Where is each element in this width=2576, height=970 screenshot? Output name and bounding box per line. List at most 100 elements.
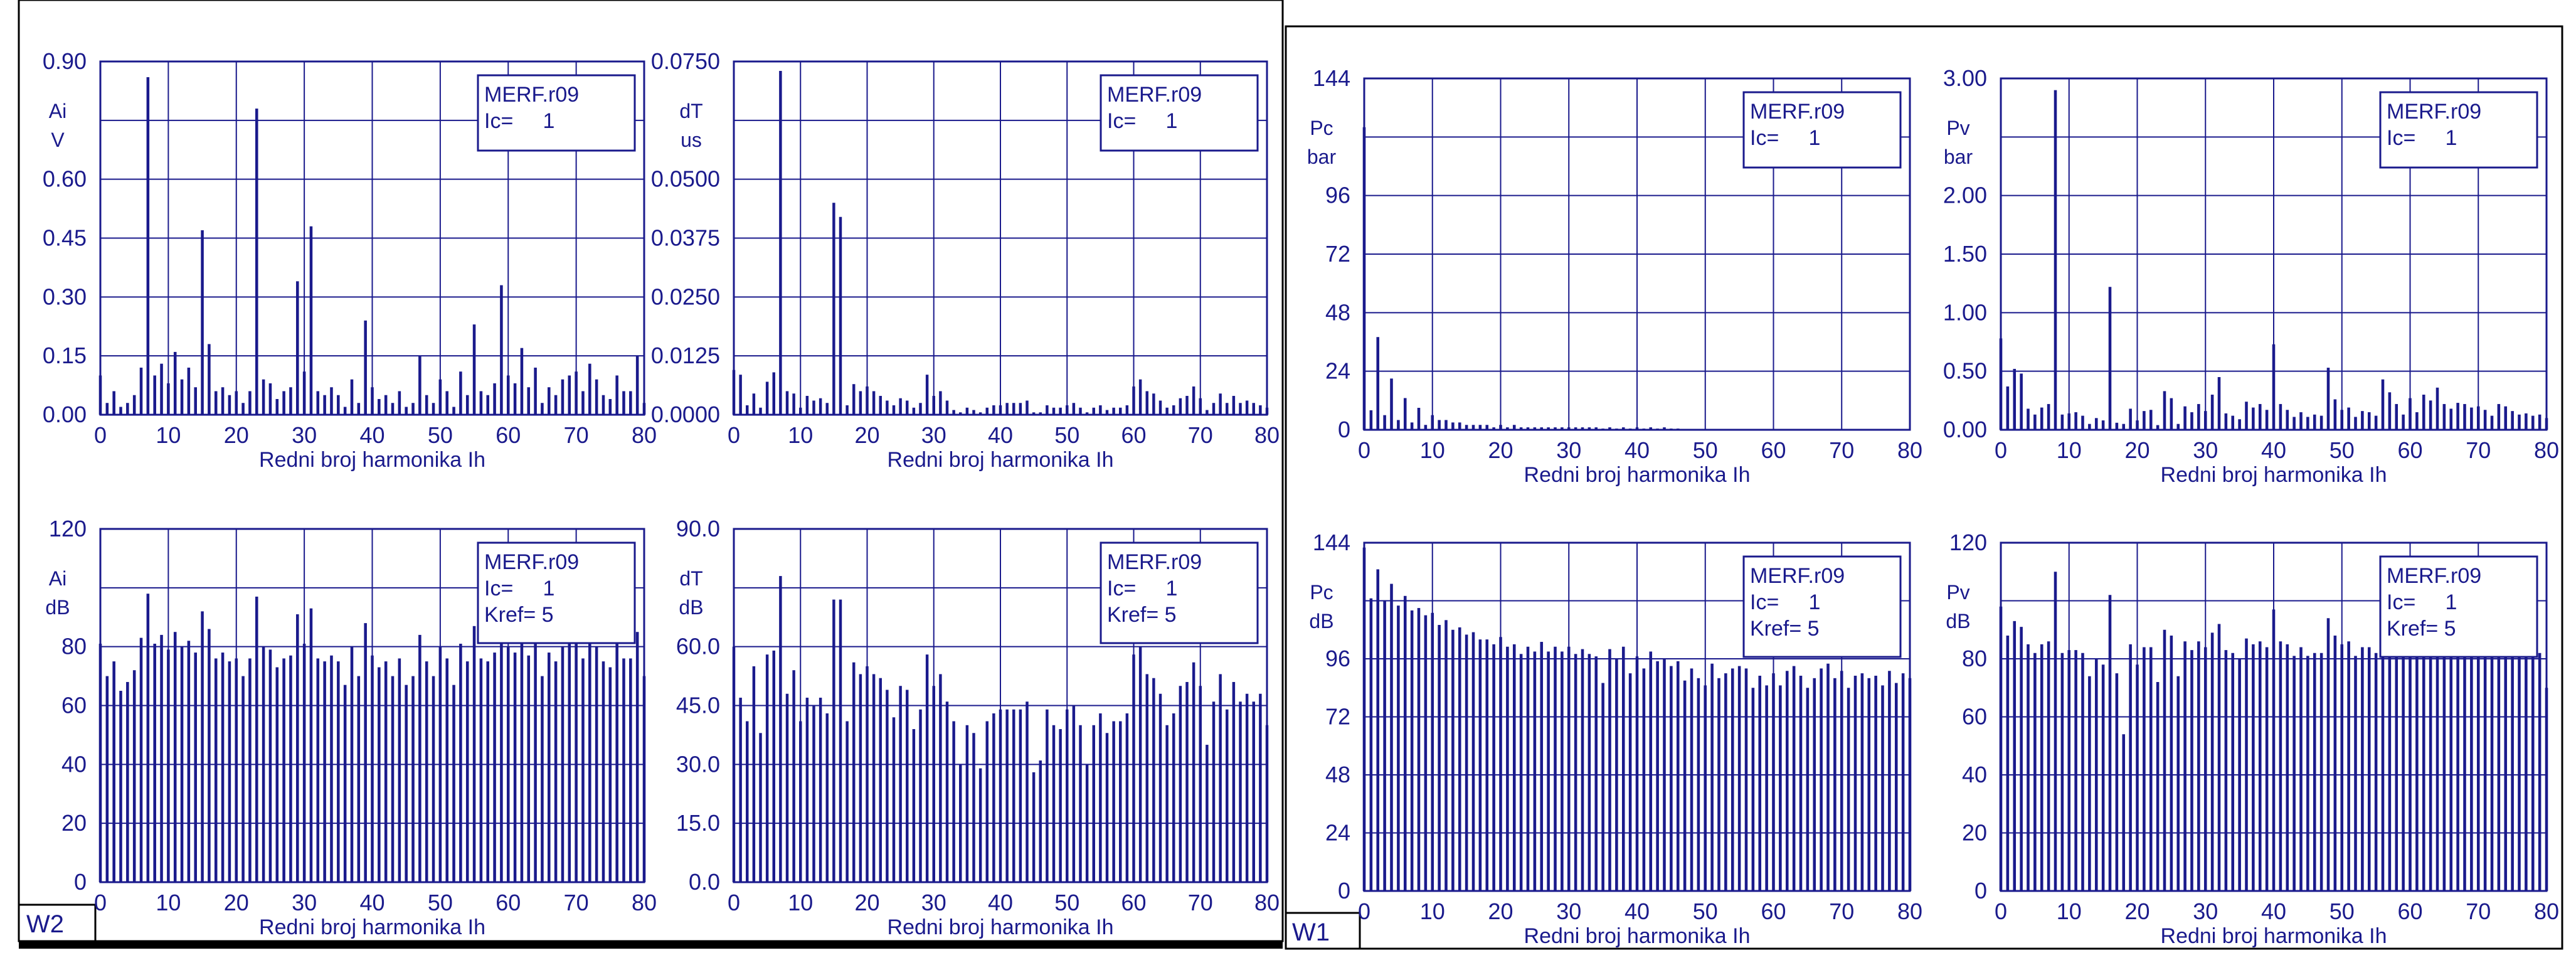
bar xyxy=(2422,632,2425,891)
bar xyxy=(2108,287,2112,430)
bar xyxy=(1232,395,1236,415)
bar xyxy=(391,403,395,415)
bar xyxy=(98,643,102,882)
bar xyxy=(1471,632,1475,891)
bar xyxy=(1046,709,1049,882)
bar xyxy=(180,646,184,882)
y-axis-label: Ai xyxy=(49,100,66,122)
bar xyxy=(282,391,285,415)
bar xyxy=(1152,678,1155,882)
bar xyxy=(1138,646,1142,882)
bar xyxy=(1185,395,1189,415)
bar xyxy=(2463,403,2466,430)
bar xyxy=(2483,644,2487,891)
bar xyxy=(759,733,762,882)
bar xyxy=(2245,638,2248,891)
bar xyxy=(452,685,455,882)
y-tick-label: 20 xyxy=(1962,820,1987,846)
bar xyxy=(2422,395,2425,430)
bar xyxy=(1908,678,1912,891)
bar xyxy=(772,372,775,415)
x-tick-label: 60 xyxy=(2397,898,2422,924)
bar xyxy=(1820,668,1823,891)
bar xyxy=(1239,403,1242,415)
bar xyxy=(2319,653,2323,891)
bar xyxy=(2354,656,2357,891)
bar xyxy=(235,658,238,882)
bar xyxy=(1533,427,1537,430)
x-tick-label: 30 xyxy=(2193,898,2218,924)
x-tick-label: 30 xyxy=(1556,898,1581,924)
bar xyxy=(527,387,531,415)
x-tick-label: 60 xyxy=(1121,422,1146,448)
bar xyxy=(2108,595,2112,891)
bar xyxy=(622,391,625,415)
bar xyxy=(262,379,265,415)
window-w1-label-box[interactable] xyxy=(1285,912,1361,950)
x-axis-label: Redni broj harmonika Ih xyxy=(888,915,1114,939)
bar xyxy=(1628,673,1632,891)
bar xyxy=(411,676,415,882)
bar xyxy=(2163,629,2166,891)
bar xyxy=(262,646,265,882)
bar xyxy=(2333,636,2337,891)
bar xyxy=(832,203,835,415)
x-tick-label: 20 xyxy=(2124,437,2149,463)
x-tick-label: 0 xyxy=(728,890,740,915)
bar xyxy=(805,395,809,415)
bar xyxy=(1245,400,1249,415)
bar xyxy=(1397,420,1400,430)
bar xyxy=(506,375,510,415)
bar xyxy=(1594,427,1598,430)
window-w2-label-box[interactable] xyxy=(18,903,97,942)
legend-text: Kref= 5 xyxy=(2387,617,2456,641)
bar xyxy=(2238,659,2241,891)
bar xyxy=(337,395,340,415)
bar xyxy=(1587,427,1591,430)
bar xyxy=(1779,685,1782,891)
bar xyxy=(1635,656,1639,891)
x-tick-label: 40 xyxy=(359,422,384,448)
window-w2-label: W2 xyxy=(26,910,64,938)
bar xyxy=(2033,653,2037,891)
bar xyxy=(575,371,578,415)
x-tick-label: 0 xyxy=(1995,898,2007,924)
x-tick-label: 70 xyxy=(1188,890,1213,915)
bar xyxy=(2183,641,2186,891)
legend-text: Ic= 1 xyxy=(1750,590,1820,614)
bar xyxy=(2361,411,2364,430)
y-tick-label: 0.90 xyxy=(43,48,87,74)
bar xyxy=(1026,400,1029,415)
bar xyxy=(1066,405,1069,415)
bar xyxy=(978,768,982,882)
bar xyxy=(2299,412,2303,430)
bar xyxy=(221,387,225,415)
x-tick-label: 80 xyxy=(2534,437,2559,463)
bar xyxy=(588,637,591,882)
bar xyxy=(779,576,782,882)
x-axis-label: Redni broj harmonika Ih xyxy=(259,448,485,472)
bar xyxy=(805,697,809,882)
y-tick-label: 24 xyxy=(1325,820,1350,846)
bar xyxy=(622,658,625,882)
bar xyxy=(1772,673,1775,891)
bar xyxy=(2272,344,2276,430)
x-tick-label: 20 xyxy=(224,890,249,915)
bar xyxy=(2136,420,2139,430)
bar xyxy=(952,721,955,882)
bar xyxy=(1165,725,1169,882)
bar xyxy=(1059,729,1062,882)
bar xyxy=(799,721,802,882)
bar xyxy=(472,324,476,415)
window-w1-label: W1 xyxy=(1292,919,1330,946)
window-w1 xyxy=(1285,25,2563,950)
bar xyxy=(561,379,564,415)
y-tick-label: 120 xyxy=(49,516,87,541)
bar xyxy=(2456,638,2459,891)
bar xyxy=(1615,659,1618,891)
bar xyxy=(2511,411,2514,430)
bar xyxy=(1105,733,1109,882)
bar xyxy=(378,667,381,882)
bar xyxy=(296,614,299,882)
x-tick-label: 30 xyxy=(921,422,946,448)
